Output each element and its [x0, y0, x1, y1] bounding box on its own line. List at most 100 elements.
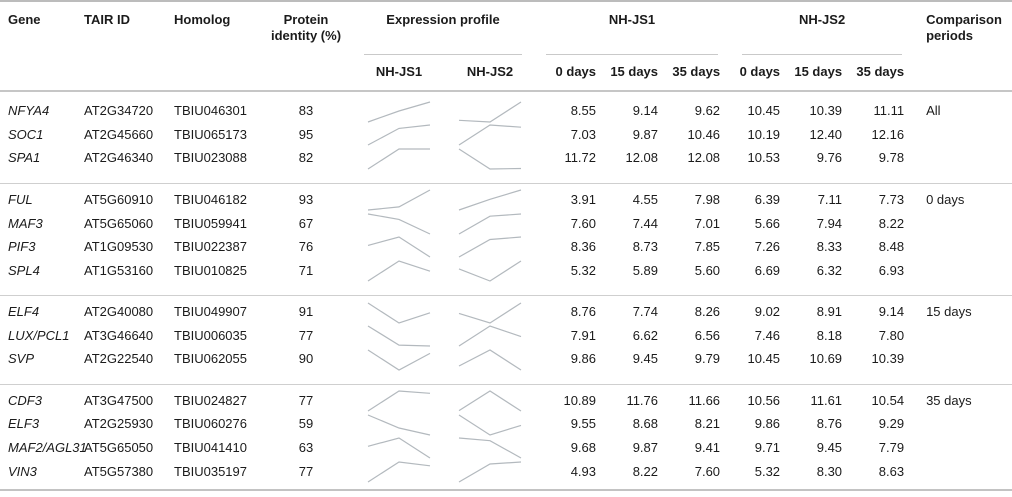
group-separator-line — [0, 182, 1012, 184]
value-cell-nh-js1: 8.21 — [694, 416, 721, 432]
sparkline-nh-js1-cell — [352, 188, 446, 212]
value-cell-nh-js1: 7.60 — [570, 215, 597, 231]
gene-cell: ELF4 — [8, 304, 40, 320]
gene-cell: SVP — [8, 351, 35, 367]
protein-identity-cell: 63 — [298, 440, 314, 456]
comparison-period-cell — [914, 146, 1012, 170]
comparison-period-cell — [914, 258, 1012, 282]
value-cell-nh-js1: 5.89 — [632, 262, 659, 278]
col-header-gene: Gene — [0, 1, 84, 92]
value-cell-nh-js1: 9.68 — [570, 440, 597, 456]
tair-id-cell: AT5G57380 — [84, 463, 154, 479]
gene-cell: FUL — [8, 191, 33, 207]
homolog-cell: TBIU006035 — [174, 327, 247, 343]
sparkline-nh-js1-cell — [352, 412, 446, 436]
table-row: PIF3 AT1G09530 TBIU022387 76 8.36 8.73 7.85 7.2… — [0, 235, 1012, 259]
value-cell-nh-js2: 6.93 — [878, 262, 905, 278]
tair-id-cell: AT5G65050 — [84, 440, 154, 456]
sparkline-nh-js1-cell — [352, 235, 446, 259]
value-cell-nh-js2: 11.61 — [810, 392, 843, 408]
value-cell-nh-js1: 8.26 — [694, 304, 721, 320]
protein-identity-cell: 76 — [298, 239, 314, 255]
value-cell-nh-js2: 10.56 — [747, 392, 781, 408]
comparison-period-cell — [914, 235, 1012, 259]
sparkline-nh-js2-cell — [446, 146, 534, 170]
tair-id-cell: AT1G09530 — [84, 239, 154, 255]
group-separator-row — [0, 282, 1012, 300]
gene-cell: MAF2/AGL31 — [8, 440, 87, 456]
protein-identity-cell: 77 — [298, 463, 314, 479]
value-cell-nh-js1: 7.44 — [632, 215, 659, 231]
expression-sparkline — [367, 236, 431, 258]
value-cell-nh-js2: 9.14 — [878, 304, 905, 320]
value-cell-nh-js1: 9.45 — [632, 351, 659, 367]
nh-js2-group-label: NH-JS2 — [798, 12, 846, 27]
tair-id-cell: AT5G60910 — [84, 191, 154, 207]
value-cell-nh-js1: 5.32 — [570, 262, 597, 278]
sparkline-nh-js1-cell — [352, 123, 446, 147]
homolog-cell: TBIU035197 — [174, 463, 247, 479]
homolog-cell: TBIU060276 — [174, 416, 247, 432]
protein-identity-cell: 59 — [298, 416, 314, 432]
expression-sparkline — [367, 414, 431, 436]
col-header-nh-js1-group: NH-JS1 — [534, 1, 730, 55]
tair-id-cell: AT2G46340 — [84, 150, 154, 166]
homolog-cell: TBIU059941 — [174, 215, 247, 231]
value-cell-nh-js2: 7.46 — [754, 327, 781, 343]
value-cell-nh-js1: 7.74 — [632, 304, 659, 320]
table-row: SVP AT2G22540 TBIU062055 90 9.86 9.45 9.79 10.4… — [0, 347, 1012, 371]
tair-id-cell: AT2G34720 — [84, 103, 154, 119]
sparkline-nh-js2-cell — [446, 347, 534, 371]
group-separator-row — [0, 170, 1012, 188]
value-cell-nh-js2: 9.86 — [754, 416, 781, 432]
nh-js1-group-underline — [546, 54, 719, 55]
expression-sparkline — [367, 437, 431, 459]
expression-sparkline — [458, 260, 522, 282]
sparkline-nh-js2-cell — [446, 300, 534, 324]
value-cell-nh-js1: 9.79 — [694, 351, 721, 367]
value-cell-nh-js2: 6.32 — [816, 262, 843, 278]
table-row: CDF3 AT3G47500 TBIU024827 77 10.89 11.76 11.66… — [0, 389, 1012, 413]
sparkline-nh-js1-cell — [352, 211, 446, 235]
expression-profile-label: Expression profile — [386, 12, 500, 27]
table-body: NFYA4 AT2G34720 TBIU046301 83 8.55 9.14 9.62 10… — [0, 91, 1012, 490]
gene-cell: CDF3 — [8, 392, 42, 408]
subcol-header-js2-15-days: 15 days — [790, 55, 853, 92]
col-header-homolog: Homolog — [174, 1, 260, 92]
subcol-header-js1-35-days: 35 days — [668, 55, 731, 92]
value-cell-nh-js1: 8.68 — [632, 416, 659, 432]
col-header-nh-js2-group: NH-JS2 — [730, 1, 914, 55]
value-cell-nh-js2: 7.26 — [754, 239, 781, 255]
protein-identity-cell: 77 — [298, 392, 314, 408]
comparison-period-cell: 0 days — [926, 191, 965, 207]
value-cell-nh-js1: 5.60 — [694, 262, 721, 278]
expression-sparkline — [367, 148, 430, 170]
value-cell-nh-js1: 10.89 — [563, 392, 597, 408]
protein-identity-cell: 67 — [298, 215, 314, 231]
gene-cell: SOC1 — [8, 126, 44, 142]
gene-cell: PIF3 — [8, 239, 36, 255]
group-separator-row — [0, 371, 1012, 389]
value-cell-nh-js2: 8.76 — [816, 416, 843, 432]
value-cell-nh-js2: 12.40 — [809, 126, 843, 142]
value-cell-nh-js1: 9.62 — [694, 103, 721, 119]
table-row: SPL4 AT1G53160 TBIU010825 71 5.32 5.89 5.60 6.6… — [0, 258, 1012, 282]
tair-id-cell: AT2G45660 — [84, 126, 154, 142]
value-cell-nh-js1: 7.85 — [694, 239, 721, 255]
value-cell-nh-js1: 10.46 — [687, 126, 721, 142]
comparison-period-cell — [914, 347, 1012, 371]
table-row: FUL AT5G60910 TBIU046182 93 3.91 4.55 7.98 6.39… — [0, 188, 1012, 212]
value-cell-nh-js1: 9.41 — [694, 440, 721, 456]
value-cell-nh-js1: 7.91 — [570, 327, 597, 343]
protein-identity-cell: 93 — [298, 191, 314, 207]
sparkline-nh-js1-cell — [352, 389, 446, 413]
comparison-period-cell — [914, 436, 1012, 460]
expression-sparkline — [367, 390, 431, 412]
table-row: SPA1 AT2G46340 TBIU023088 82 11.72 12.08 12.08… — [0, 146, 1012, 170]
table-row: MAF2/AGL31 AT5G65050 TBIU041410 63 9.68 9.87 9… — [0, 436, 1012, 460]
tair-id-cell: AT2G40080 — [84, 304, 154, 320]
sparkline-nh-js2-cell — [446, 324, 534, 348]
value-cell-nh-js2: 10.45 — [747, 103, 781, 119]
value-cell-nh-js1: 12.08 — [625, 150, 659, 166]
table-row: ELF4 AT2G40080 TBIU049907 91 8.76 7.74 8.26 9.0… — [0, 300, 1012, 324]
